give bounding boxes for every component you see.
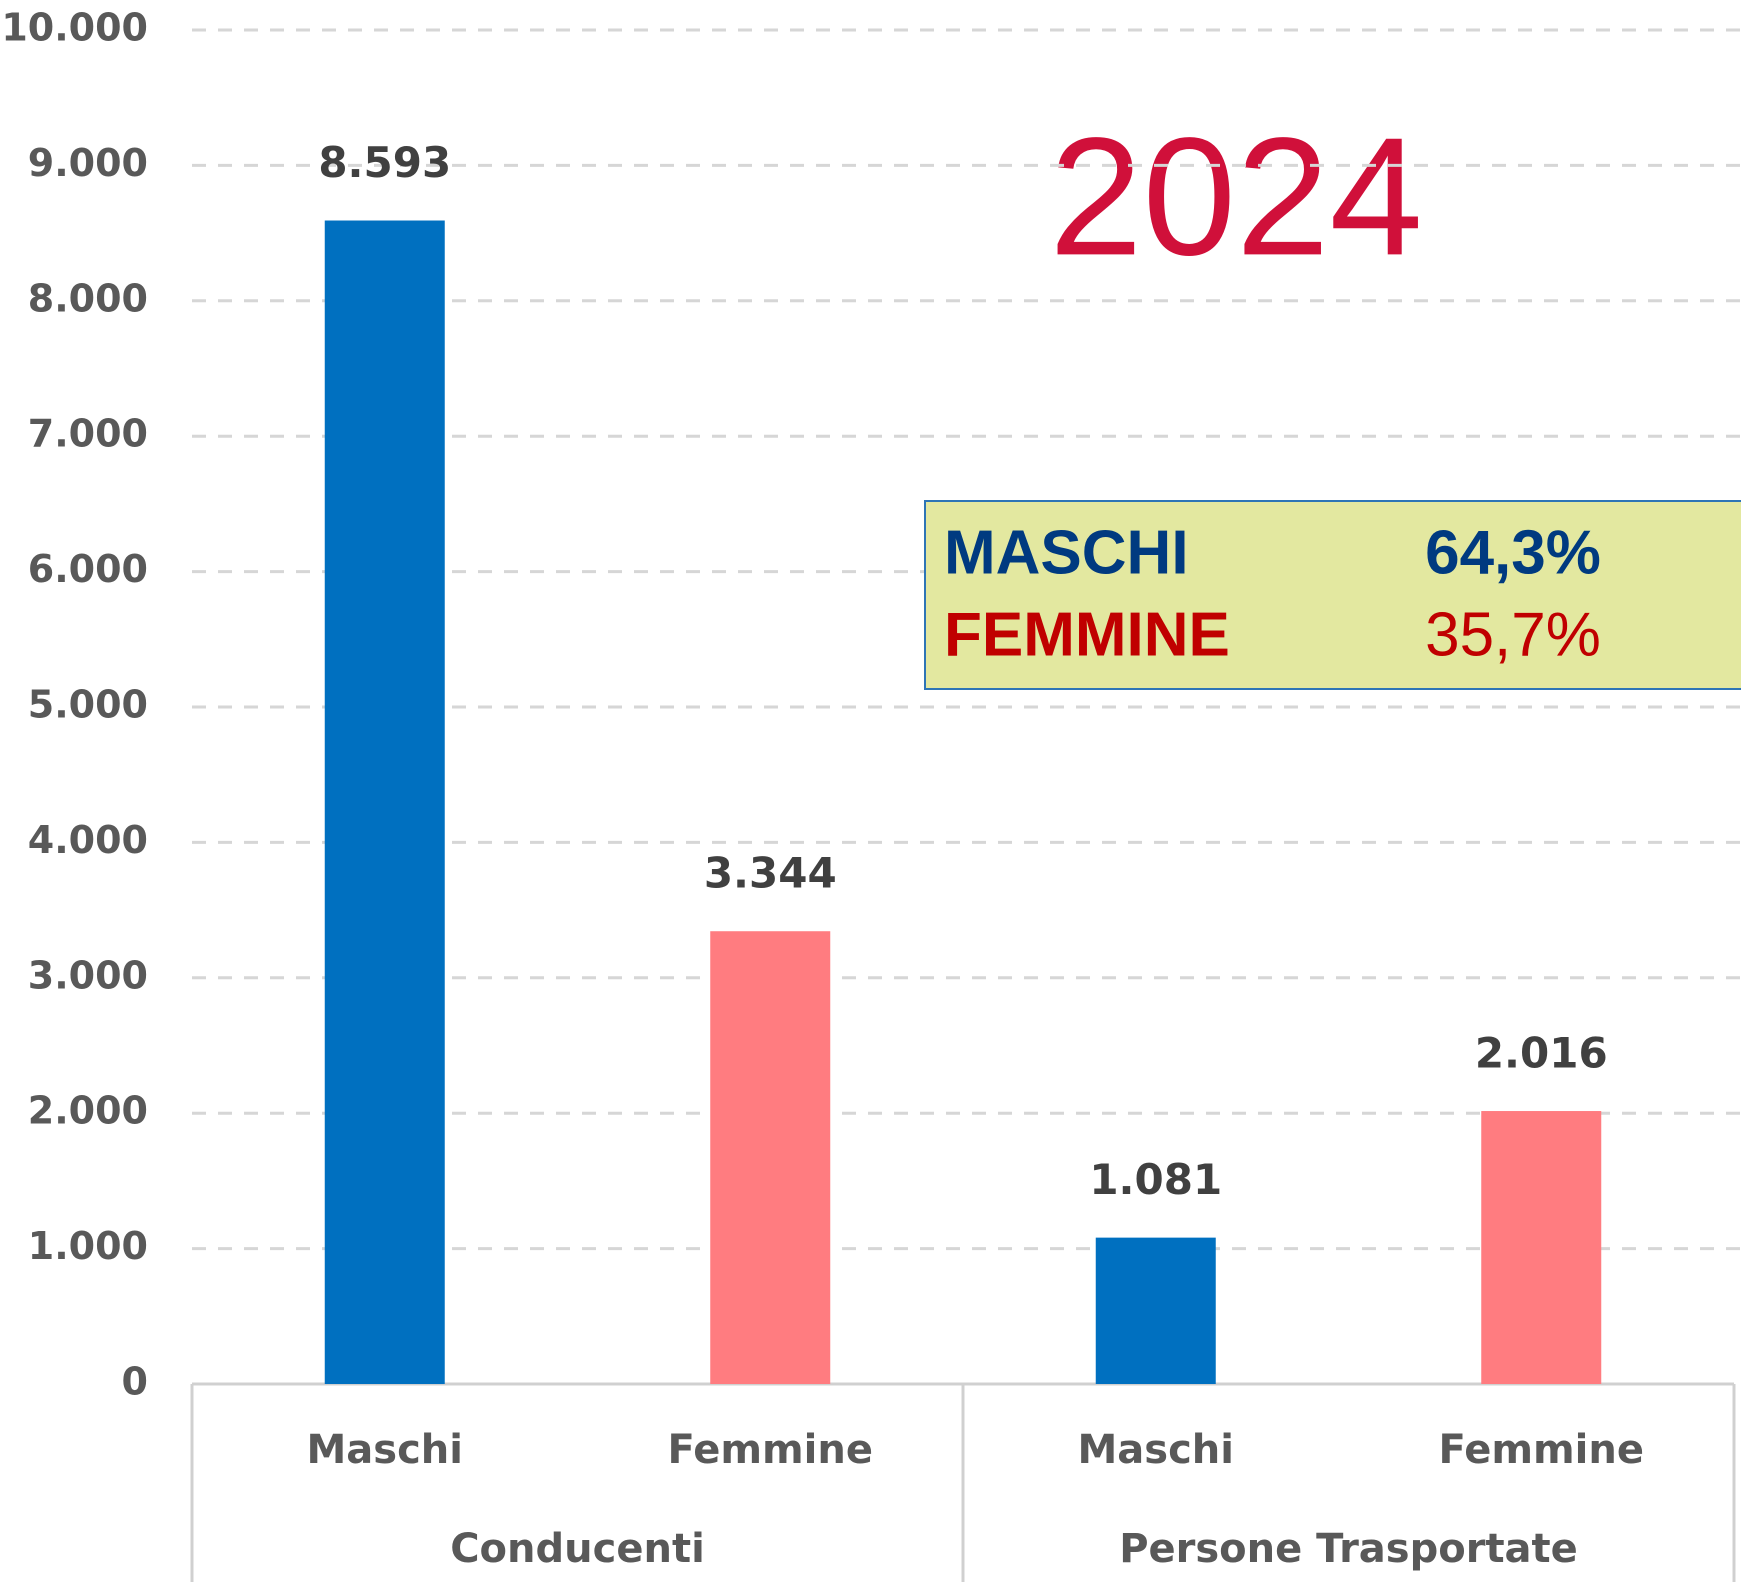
x-tick-label: Femmine — [667, 1427, 873, 1473]
bar — [1481, 1111, 1602, 1384]
summary-label: FEMMINE — [944, 600, 1230, 669]
summary-value: 64,3% — [1425, 518, 1601, 587]
bar — [1095, 1237, 1216, 1384]
group-label: Conducenti — [450, 1526, 705, 1572]
x-tick-label: Maschi — [1077, 1427, 1234, 1473]
data-label: 8.593 — [318, 138, 451, 187]
x-tick-label: Femmine — [1438, 1427, 1644, 1473]
y-tick-label: 1.000 — [28, 1224, 148, 1268]
bar — [710, 931, 831, 1384]
data-label: 1.081 — [1089, 1155, 1222, 1204]
y-tick-label: 5.000 — [28, 683, 148, 727]
y-tick-label: 4.000 — [28, 818, 148, 862]
y-tick-label: 9.000 — [28, 141, 148, 185]
y-tick-label: 7.000 — [28, 412, 148, 456]
summary-value: 35,7% — [1425, 600, 1601, 669]
data-label: 2.016 — [1475, 1029, 1608, 1078]
group-label: Persone Trasportate — [1119, 1526, 1578, 1572]
y-tick-label: 2.000 — [28, 1089, 148, 1133]
y-tick-label: 0 — [122, 1360, 148, 1404]
summary-label: MASCHI — [944, 518, 1189, 587]
summary-box — [924, 500, 1741, 690]
y-tick-label: 3.000 — [28, 953, 148, 997]
y-tick-label: 6.000 — [28, 547, 148, 591]
data-label: 3.344 — [704, 849, 837, 898]
year-annotation: 2024 — [1049, 102, 1423, 290]
bar — [324, 220, 445, 1384]
y-tick-label: 8.000 — [28, 276, 148, 320]
y-tick-label: 10.000 — [1, 6, 148, 50]
x-tick-label: Maschi — [306, 1427, 463, 1473]
